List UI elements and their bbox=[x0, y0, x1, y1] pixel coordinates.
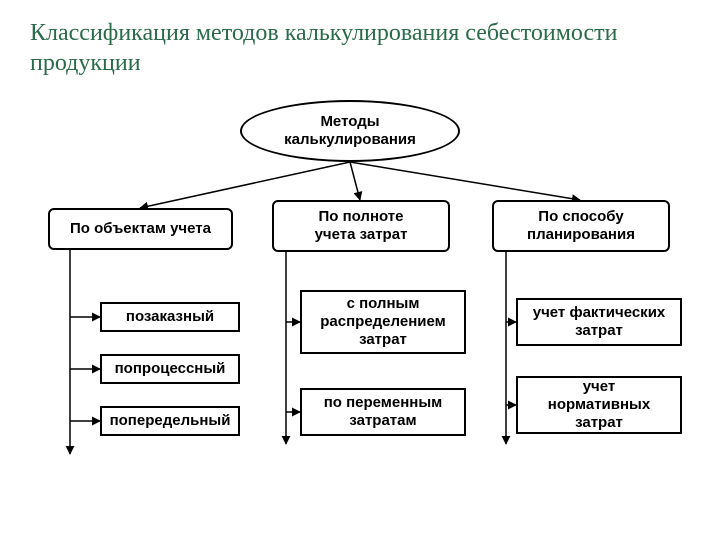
connector-lines bbox=[0, 0, 720, 540]
leaf-node: по переменным затратам bbox=[300, 388, 466, 436]
leaf-node: учет нормативных затрат bbox=[516, 376, 682, 434]
category-node: По способу планирования bbox=[492, 200, 670, 252]
leaf-node: позаказный bbox=[100, 302, 240, 332]
root-node: Методы калькулирования bbox=[240, 100, 460, 162]
category-node: По объектам учета bbox=[48, 208, 233, 250]
leaf-node: попередельный bbox=[100, 406, 240, 436]
page-title: Классификация методов калькулирования се… bbox=[30, 18, 720, 78]
leaf-node: попроцессный bbox=[100, 354, 240, 384]
leaf-node: учет фактических затрат bbox=[516, 298, 682, 346]
leaf-node: с полным распределением затрат bbox=[300, 290, 466, 354]
category-node: По полноте учета затрат bbox=[272, 200, 450, 252]
